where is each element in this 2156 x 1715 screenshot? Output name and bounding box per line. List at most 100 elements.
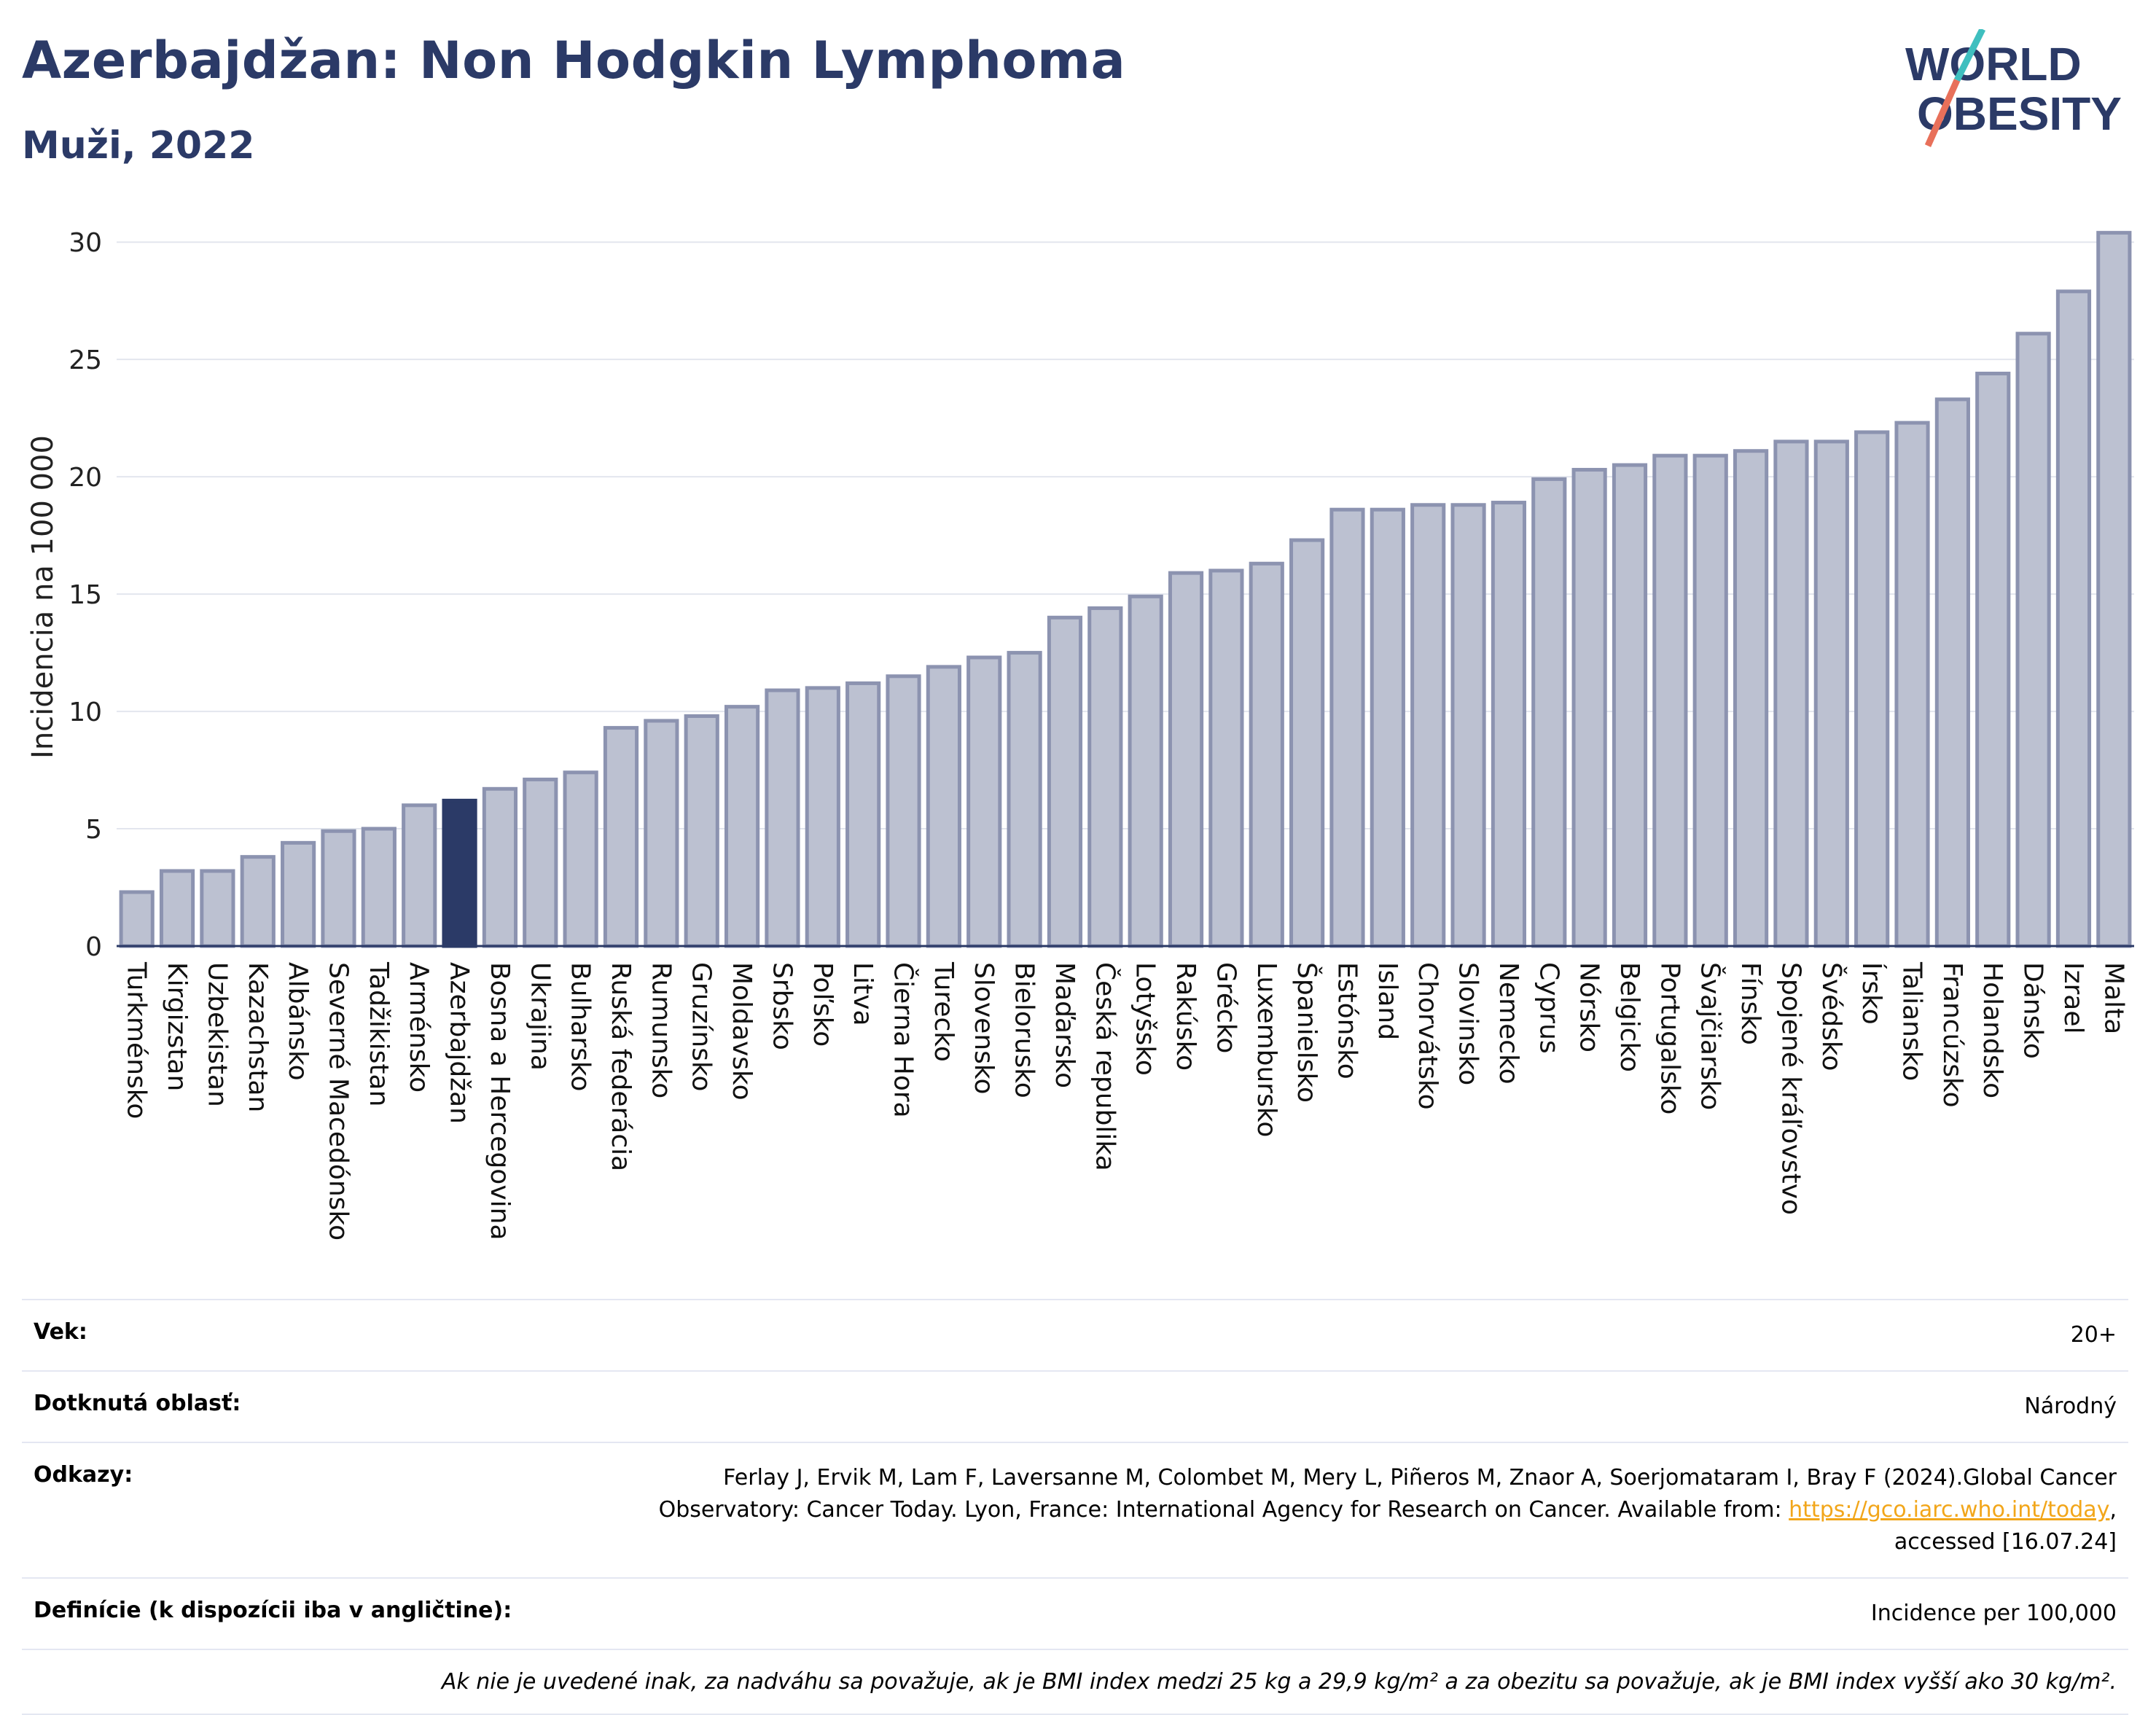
x-tick-label: Gruzínsko [687,962,716,1092]
bar-Švédsko [1813,440,1849,948]
bar-Slovinsko [1450,503,1486,948]
bar-Gruzínsko [684,714,719,948]
x-tick-label: Nórsko [1574,962,1604,1052]
x-tick-label: Uzbekistan [202,962,232,1107]
bar-Izrael [2055,289,2092,948]
x-tick-label: Slovensko [969,962,999,1095]
bar-Maďarsko [1047,615,1083,948]
y-tick-label: 25 [69,345,102,375]
x-tick-label: Taliansko [1897,961,1927,1081]
x-tick-label: Moldavsko [727,962,757,1101]
bar-Kirgizstan [159,869,195,948]
x-tick-label: Holandsko [1977,962,2007,1098]
x-tick-label: Rakúsko [1171,962,1200,1071]
x-axis-labels: Turkménsko Kirgizstan Uzbekistan Kazachstan… [122,961,2129,1241]
definitions-label: Definície (k dispozícii iba v angličtine… [22,1577,628,1649]
bar-Bulharsko [563,770,598,948]
y-tick-label: 5 [85,815,102,845]
bar-Spojené kráľovstvo [1773,440,1809,948]
age-value: 20+ [628,1299,2128,1371]
references-text-3: accessed [16.07.24] [1894,1529,2117,1555]
bar-Španielsko [1289,538,1325,948]
x-tick-label: Portugalsko [1655,962,1684,1114]
x-tick-label: Ukrajina [525,962,555,1071]
bar-Azerbajdžan [442,798,477,948]
bar-Česká republika [1087,606,1123,948]
info-row-age: Vek: 20+ [22,1299,2128,1371]
x-tick-label: Bulharsko [566,962,595,1092]
page-subtitle: Muži, 2022 [22,124,255,168]
logo-slash-bottom [1924,79,1961,147]
x-tick-label: Fínsko [1735,962,1765,1045]
x-tick-label: Cyprus [1534,962,1563,1054]
x-tick-label: Bielorusko [1009,962,1039,1098]
x-tick-label: Dánsko [2018,962,2048,1059]
x-tick-label: Chorvátsko [1413,962,1442,1110]
x-tick-label: Turecko [929,961,958,1062]
bar-chart: 0 5 10 15 20 25 30 Turkménsko Kirgizstan Uzbekis… [26,228,2134,1241]
x-tick-label: Írsko [1856,962,1887,1025]
definitions-value: Incidence per 100,000 [628,1577,2128,1649]
info-row-references: Odkazy: Ferlay J, Ervik M, Lam F, Lavers… [22,1442,2128,1578]
area-label: Dotknutá oblasť: [22,1370,628,1442]
y-axis-label: Incidencia na 100 000 [26,435,60,759]
x-tick-label: Kirgizstan [162,962,192,1091]
bar-Arménsko [402,803,437,948]
bar-Nórsko [1571,467,1607,948]
references-text-1: Ferlay J, Ervik M, Lam F, Laversanne M, … [723,1465,2117,1491]
references-link[interactable]: https://gco.iarc.who.int/today [1789,1497,2110,1523]
bar-Moldavsko [724,705,760,948]
bar-Rakúsko [1168,571,1204,948]
x-tick-label: Malta [2098,962,2128,1034]
x-tick-label: Arménsko [404,962,434,1093]
x-tick-label: Turkménsko [122,961,152,1119]
bars [119,230,2132,948]
bar-Švajčiarsko [1692,453,1728,948]
y-tick-label: 30 [69,228,102,258]
x-tick-label: Ruská federácia [606,962,636,1171]
x-tick-label: Litva [848,962,878,1026]
logo-slash-top [1953,29,1986,82]
x-tick-label: Francúzsko [1937,962,1967,1108]
bar-Kazachstan [240,855,276,948]
x-tick-label: Slovinsko [1453,962,1483,1085]
area-value: Národný [628,1370,2128,1442]
bar-Holandsko [1975,371,2011,948]
bar-Severné Macedónsko [321,829,356,948]
x-tick-label: Severné Macedónsko [323,962,353,1241]
x-tick-label: Maďarsko [1050,962,1079,1088]
bar-Estónsko [1329,507,1365,948]
y-tick-label: 0 [85,932,102,962]
bmi-note: Ak nie je uvedené inak, za nadváhu sa po… [22,1649,2128,1715]
x-tick-label: Azerbajdžan [445,962,474,1124]
x-tick-label: Kazachstan [243,962,273,1112]
bar-Turkménsko [119,890,155,948]
bar-Čierna Hora [886,674,921,948]
bar-Ruská federácia [603,726,639,948]
logo-text-world: WORLD [1905,38,2082,90]
bar-Tadžikistan [361,827,397,948]
bar-Srbsko [765,688,800,948]
bar-Luxembursko [1249,561,1284,948]
bar-Grécko [1208,569,1244,948]
bar-Island [1370,507,1405,948]
y-tick-label: 15 [69,580,102,610]
bar-Fínsko [1733,449,1769,948]
bar-Litva [845,681,881,948]
bar-Lotyšsko [1128,594,1163,948]
bar-Bielorusko [1007,651,1042,948]
bar-Nemecko [1491,501,1527,948]
bar-Chorvátsko [1410,503,1446,948]
bar-Malta [2096,230,2132,948]
x-tick-label: Estónsko [1332,962,1362,1079]
bar-Írsko [1854,430,1890,948]
x-tick-label: Srbsko [767,962,797,1050]
info-row-definitions: Definície (k dispozícii iba v angličtine… [22,1577,2128,1649]
x-tick-label: Švédsko [1816,962,1847,1071]
x-tick-label: Tadžikistan [364,961,394,1106]
x-tick-label: Island [1372,962,1402,1040]
bar-Bosna a Hercegovina [482,786,518,948]
x-tick-label: Spojené kráľovstvo [1776,962,1805,1215]
bar-Uzbekistan [200,869,235,948]
page-title: Azerbajdžan: Non Hodgkin Lymphoma [22,31,1126,90]
